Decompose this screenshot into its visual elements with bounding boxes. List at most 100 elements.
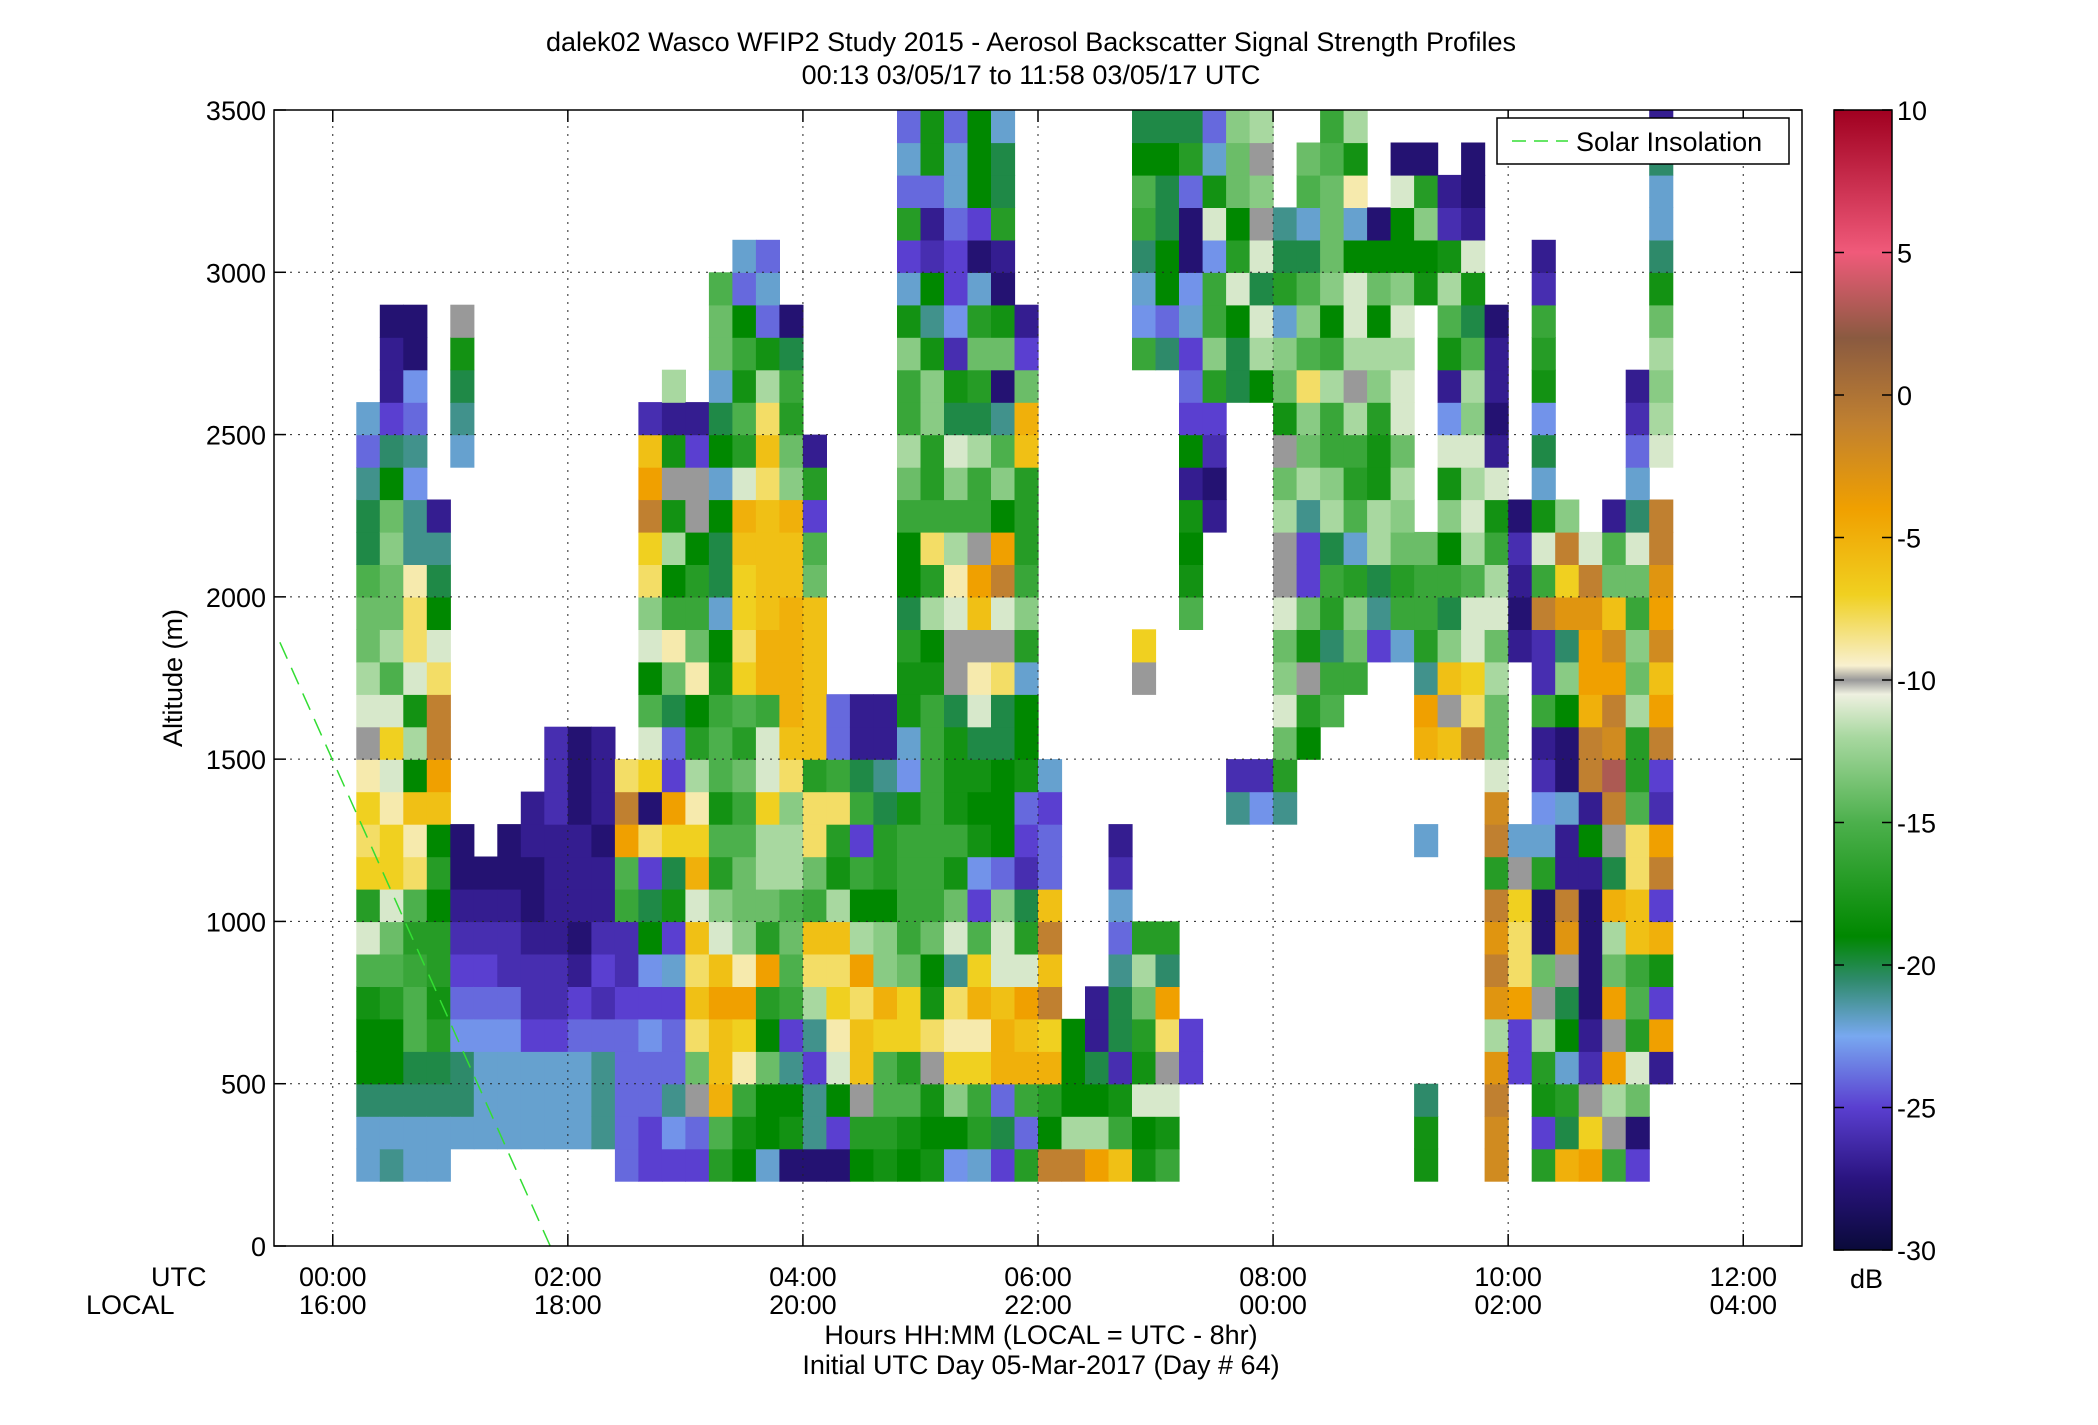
heatmap-cell [356, 596, 381, 630]
heatmap-cell [1484, 661, 1509, 695]
heatmap-cell [1320, 434, 1345, 468]
heatmap-cell [520, 889, 545, 923]
heatmap-cell [1461, 531, 1486, 565]
heatmap-cell [708, 759, 733, 793]
heatmap-cell [1038, 1051, 1063, 1085]
heatmap-cell [802, 1083, 827, 1117]
heatmap-cell [1014, 759, 1039, 793]
heatmap-cell [1273, 272, 1298, 306]
heatmap-cell [732, 1083, 757, 1117]
heatmap-cell [1531, 272, 1556, 306]
heatmap-cell [450, 337, 475, 371]
heatmap-cell [520, 1116, 545, 1150]
heatmap-cell [1179, 207, 1204, 241]
heatmap-cell [1273, 694, 1298, 728]
heatmap-cell [802, 889, 827, 923]
heatmap-cell [1578, 531, 1603, 565]
heatmap-cell [897, 564, 922, 598]
heatmap-cell [1038, 986, 1063, 1020]
heatmap-cell [944, 661, 969, 695]
heatmap-cell [732, 953, 757, 987]
heatmap-cell [1014, 824, 1039, 858]
heatmap-cell [379, 499, 404, 533]
heatmap-cell [755, 531, 780, 565]
x-axis-label: Hours HH:MM (LOCAL = UTC - 8hr) [824, 1320, 1257, 1350]
heatmap-cell [1649, 239, 1674, 273]
heatmap-cell [802, 694, 827, 728]
heatmap-cell [920, 629, 945, 663]
heatmap-cell [1437, 726, 1462, 760]
heatmap-cell [991, 304, 1016, 338]
heatmap-cell [1132, 304, 1157, 338]
heatmap-cell [1484, 824, 1509, 858]
heatmap-cell [1649, 174, 1674, 208]
heatmap-cell [1273, 337, 1298, 371]
heatmap-cell [873, 1148, 898, 1182]
heatmap-cell [991, 694, 1016, 728]
heatmap-cell [802, 856, 827, 890]
heatmap-cell [967, 1051, 992, 1085]
heatmap-cell [1132, 142, 1157, 176]
heatmap-cell [1108, 889, 1133, 923]
heatmap-cell [1531, 1018, 1556, 1052]
heatmap-cell [426, 1116, 451, 1150]
heatmap-cell [1625, 1083, 1650, 1117]
heatmap-cell [779, 531, 804, 565]
heatmap-cell [450, 824, 475, 858]
heatmap-cell [779, 564, 804, 598]
heatmap-cell [591, 889, 616, 923]
heatmap-cell [1226, 174, 1251, 208]
heatmap-cell [1367, 402, 1392, 436]
heatmap-cell [544, 921, 569, 955]
heatmap-cell [1179, 1018, 1204, 1052]
heatmap-cell [708, 434, 733, 468]
heatmap-cell [661, 434, 686, 468]
heatmap-cell [685, 596, 710, 630]
heatmap-cell [897, 434, 922, 468]
heatmap-cell [1508, 856, 1533, 890]
heatmap-cell [967, 1148, 992, 1182]
heatmap-cell [1320, 207, 1345, 241]
heatmap-cell [1625, 596, 1650, 630]
heatmap-cell [732, 629, 757, 663]
heatmap-cell [1461, 629, 1486, 663]
heatmap-cell [802, 986, 827, 1020]
heatmap-cell [1273, 467, 1298, 501]
heatmap-cell [1108, 1116, 1133, 1150]
heatmap-cell [1414, 564, 1439, 598]
heatmap-cell [967, 661, 992, 695]
heatmap-cell [1602, 759, 1627, 793]
heatmap-cell [708, 402, 733, 436]
heatmap-cell [1202, 304, 1227, 338]
heatmap-cell [661, 564, 686, 598]
heatmap-cell [920, 499, 945, 533]
heatmap-cell [591, 1051, 616, 1085]
heatmap-cell [1625, 1051, 1650, 1085]
heatmap-cell [732, 824, 757, 858]
heatmap-cell [1531, 791, 1556, 825]
heatmap-cell [1343, 661, 1368, 695]
heatmap-cell [1296, 337, 1321, 371]
heatmap-cell [685, 856, 710, 890]
heatmap-cell [1038, 953, 1063, 987]
heatmap-cell [991, 1083, 1016, 1117]
heatmap-cell [1437, 596, 1462, 630]
heatmap-cell [1296, 304, 1321, 338]
heatmap-cell [1367, 337, 1392, 371]
heatmap-cell [1179, 174, 1204, 208]
heatmap-cell [403, 467, 428, 501]
heatmap-cell [356, 986, 381, 1020]
heatmap-cell [1649, 889, 1674, 923]
chart-subtitle: 00:13 03/05/17 to 11:58 03/05/17 UTC [802, 60, 1261, 90]
heatmap-cell [403, 661, 428, 695]
heatmap-cell [1273, 304, 1298, 338]
heatmap-cell [473, 856, 498, 890]
heatmap-cell [685, 791, 710, 825]
heatmap-cell [897, 1116, 922, 1150]
heatmap-cell [1555, 499, 1580, 533]
heatmap-cell [1202, 272, 1227, 306]
x-tick-label-utc: 02:00 [534, 1262, 602, 1292]
heatmap-cell [1390, 142, 1415, 176]
heatmap-cell [1649, 629, 1674, 663]
heatmap-cell [1414, 272, 1439, 306]
